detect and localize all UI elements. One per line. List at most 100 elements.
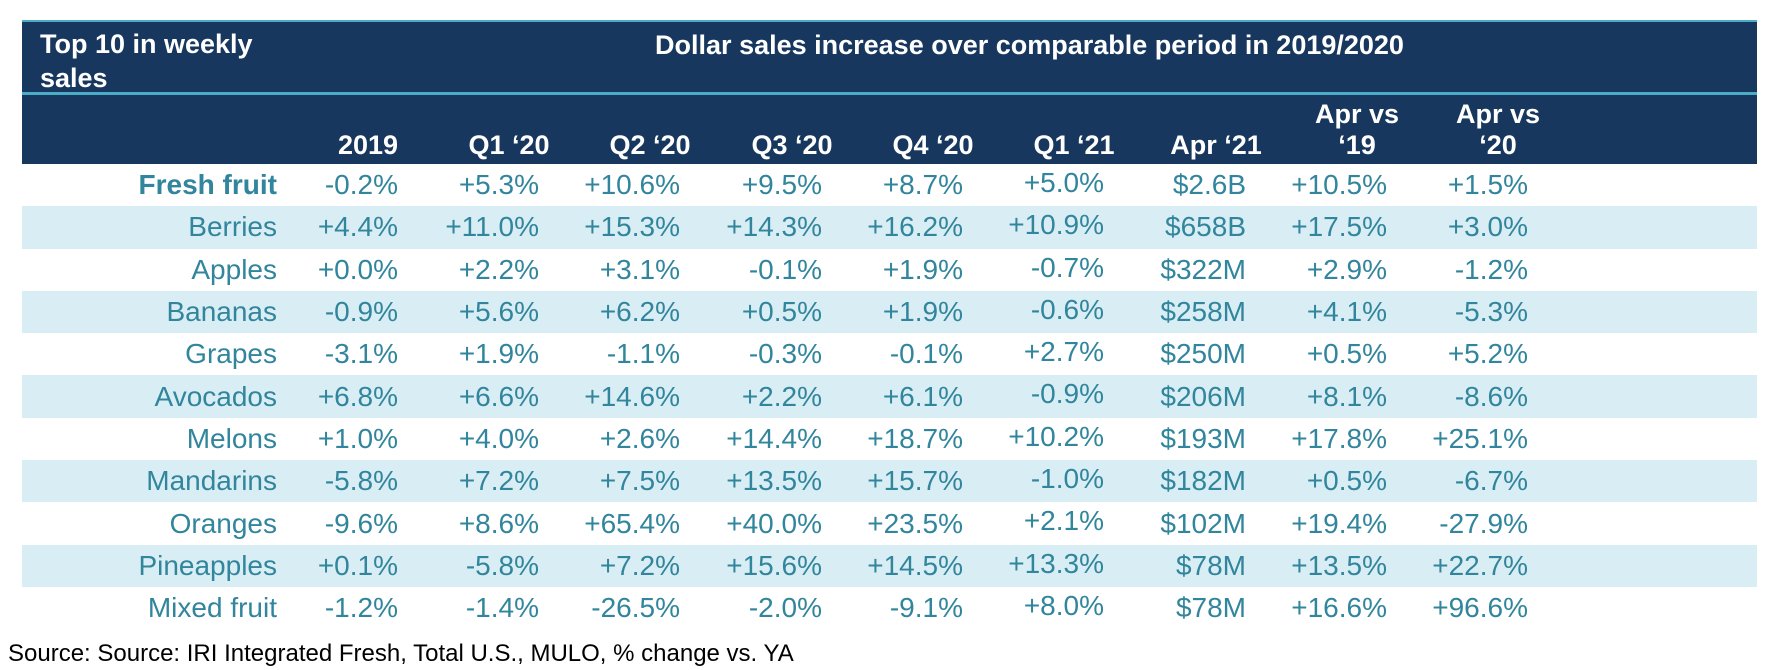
table-row: Grapes -3.1% +1.9% -1.1% -0.3% -0.1% +2.7% $250… [22, 333, 1757, 375]
column-header: Apr ‘21 [1170, 130, 1262, 160]
table-row: Mixed fruit -1.2% -1.4% -26.5% -2.0% -9.1% +8.… [22, 587, 1757, 629]
row-label: Mixed fruit [147, 592, 277, 624]
table-cell: -1.2% [324, 592, 398, 624]
table-cell: -1.0% [1030, 463, 1104, 495]
table-cell: -3.1% [324, 338, 398, 370]
table-cell: +3.0% [1447, 211, 1528, 243]
table-cell: +5.6% [458, 296, 539, 328]
table-cell: -5.8% [324, 465, 398, 497]
table-cell: +1.9% [458, 338, 539, 370]
row-label: Melons [186, 422, 277, 454]
table-cell: +2.6% [599, 422, 680, 454]
row-label: Pineapples [138, 549, 277, 581]
table-cell: -5.8% [465, 549, 539, 581]
span-header: Dollar sales increase over comparable pe… [655, 30, 1404, 60]
table-cell: +1.9% [882, 253, 963, 285]
column-header-row: 2019 Q1 ‘20 Q2 ‘20 Q3 ‘20 Q4 ‘20 Q1 ‘21 Apr ‘2… [22, 95, 1757, 164]
table-cell: +7.2% [599, 549, 680, 581]
table-row: Bananas -0.9% +5.6% +6.2% +0.5% +1.9% -0.6% $25… [22, 290, 1757, 334]
table-cell: +14.4% [726, 422, 822, 454]
row-label: Avocados [154, 380, 277, 412]
table-cell: $250M [1160, 338, 1246, 370]
table-cell: +15.6% [726, 549, 822, 581]
table-body: Fresh fruit -0.2% +5.3% +10.6% +9.5% +8.7% +5.… [22, 164, 1757, 629]
table-cell: -9.1% [889, 592, 963, 624]
table-cell: +16.6% [1291, 592, 1387, 624]
table-cell: -0.3% [748, 338, 822, 370]
source-note: Source: Source: IRI Integrated Fresh, To… [8, 640, 794, 667]
table-cell: +17.5% [1291, 211, 1387, 243]
table-cell: -26.5% [591, 592, 680, 624]
table-cell: -0.2% [324, 169, 398, 201]
table-row: Melons +1.0% +4.0% +2.6% +14.4% +18.7% +10.2% $… [22, 418, 1757, 460]
table-cell: -5.3% [1454, 296, 1528, 328]
table-cell: $658B [1165, 211, 1246, 243]
table-cell: +13.5% [726, 465, 822, 497]
row-label: Bananas [166, 296, 277, 328]
row-label: Berries [188, 211, 277, 243]
table-cell: +18.7% [867, 422, 963, 454]
table-cell: +13.5% [1291, 549, 1387, 581]
table-cell: -9.6% [324, 507, 398, 539]
table-cell: $322M [1160, 253, 1246, 285]
table-cell: -0.1% [748, 253, 822, 285]
table-cell: +2.7% [1023, 336, 1104, 368]
column-header: Apr vs ‘19 [1314, 99, 1400, 160]
table-cell: +8.7% [882, 169, 963, 201]
table-cell: +7.5% [599, 465, 680, 497]
table-cell: +6.8% [317, 380, 398, 412]
table-cell: -1.2% [1454, 253, 1528, 285]
table-cell: -0.6% [1030, 293, 1104, 325]
table-cell: +0.5% [1306, 338, 1387, 370]
table-row: Fresh fruit -0.2% +5.3% +10.6% +9.5% +8.7% +5.… [22, 164, 1757, 206]
table-cell: +19.4% [1291, 507, 1387, 539]
column-header: Q4 ‘20 [892, 130, 974, 160]
table-cell: -1.4% [465, 592, 539, 624]
row-label: Oranges [169, 507, 277, 539]
table-cell: +5.0% [1023, 167, 1104, 198]
table-cell: -2.0% [748, 592, 822, 624]
table-cell: +16.2% [867, 211, 963, 243]
table-cell: $2.6B [1172, 169, 1246, 201]
table-cell: -0.9% [324, 296, 398, 328]
table-cell: +1.5% [1447, 169, 1528, 201]
table-cell: -0.1% [889, 338, 963, 370]
table-cell: +0.1% [317, 549, 398, 581]
table-cell: +1.0% [317, 422, 398, 454]
table-cell: +0.5% [1306, 465, 1387, 497]
row-label: Mandarins [146, 465, 277, 497]
row-label: Grapes [185, 338, 277, 370]
table-cell: -1.1% [606, 338, 680, 370]
table-cell: +96.6% [1432, 592, 1528, 624]
table-cell: +6.6% [458, 380, 539, 412]
column-header: Q1 ‘20 [468, 130, 550, 160]
table-cell: +10.6% [584, 169, 680, 201]
table-cell: +7.2% [458, 465, 539, 497]
table-cell: -0.9% [1030, 378, 1104, 410]
table-cell: +9.5% [741, 169, 822, 201]
table-cell: +65.4% [584, 507, 680, 539]
table-cell: $78M [1175, 549, 1246, 581]
sales-table: Top 10 in weekly sales Dollar sales incr… [22, 20, 1757, 629]
corner-header: Top 10 in weekly sales [40, 29, 253, 93]
table-cell: +1.9% [882, 296, 963, 328]
table-row: Mandarins -5.8% +7.2% +7.5% +13.5% +15.7% -1.0… [22, 460, 1757, 503]
table-cell: +3.1% [599, 253, 680, 285]
column-header: Q1 ‘21 [1033, 130, 1115, 160]
table-cell: +14.6% [584, 380, 680, 412]
row-label: Apples [191, 253, 277, 285]
table-cell: -27.9% [1439, 507, 1528, 539]
table-row: Pineapples +0.1% -5.8% +7.2% +15.6% +14.5% +13… [22, 544, 1757, 587]
table-cell: +2.9% [1306, 253, 1387, 285]
table-cell: +8.1% [1306, 380, 1387, 412]
table-cell: $206M [1160, 380, 1246, 412]
table-cell: +2.1% [1023, 505, 1104, 537]
table-cell: +5.3% [458, 169, 539, 201]
table-cell: +2.2% [741, 380, 822, 412]
table-cell: +25.1% [1432, 422, 1528, 454]
row-label: Fresh fruit [138, 169, 277, 201]
column-header: Q3 ‘20 [751, 130, 833, 160]
table-cell: $258M [1160, 296, 1246, 328]
table-cell: +4.4% [317, 211, 398, 243]
table-cell: $193M [1160, 422, 1246, 454]
